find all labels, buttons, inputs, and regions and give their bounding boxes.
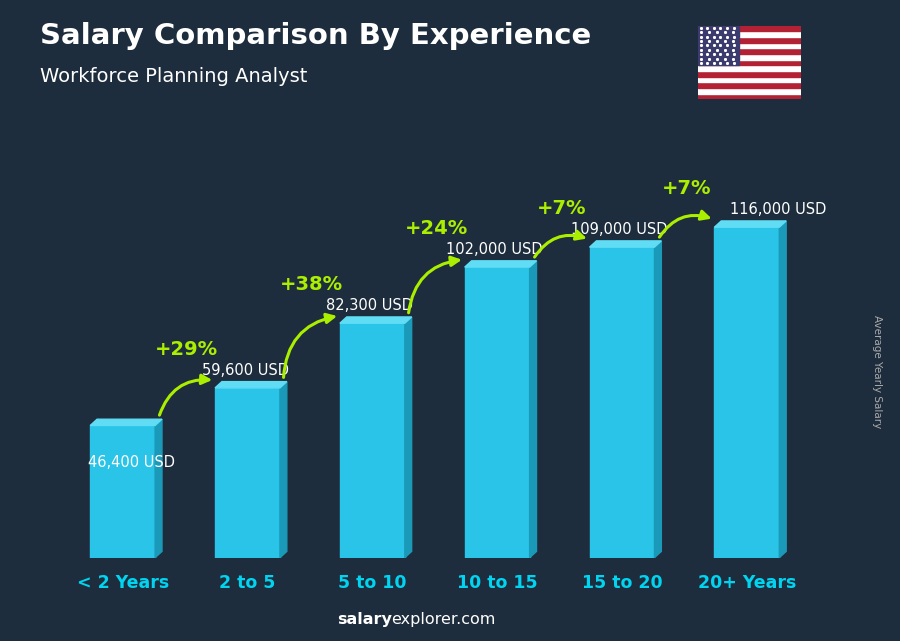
Bar (590, 247, 654, 558)
Polygon shape (654, 241, 662, 558)
Polygon shape (340, 317, 411, 323)
Polygon shape (280, 381, 287, 558)
Text: +38%: +38% (280, 276, 343, 294)
Text: salary: salary (337, 612, 392, 627)
Bar (340, 323, 405, 558)
Bar (698, 26, 801, 31)
Bar (215, 388, 280, 558)
Polygon shape (405, 317, 411, 558)
Polygon shape (529, 261, 536, 558)
Text: Workforce Planning Analyst: Workforce Planning Analyst (40, 67, 308, 87)
Text: Salary Comparison By Experience: Salary Comparison By Experience (40, 22, 592, 51)
Bar (698, 43, 801, 48)
Bar (698, 31, 801, 37)
Text: +24%: +24% (405, 219, 468, 238)
Bar (698, 48, 801, 54)
Bar (698, 88, 801, 94)
Text: 102,000 USD: 102,000 USD (446, 242, 543, 257)
Bar (698, 60, 801, 65)
Text: +7%: +7% (662, 179, 711, 198)
Bar (698, 37, 801, 43)
Bar (90, 426, 155, 558)
Bar (698, 54, 801, 60)
Polygon shape (779, 221, 787, 558)
Bar (698, 26, 739, 65)
Polygon shape (155, 419, 162, 558)
Bar (715, 227, 779, 558)
Polygon shape (90, 419, 162, 426)
Text: 46,400 USD: 46,400 USD (87, 455, 175, 470)
Bar (698, 94, 801, 99)
Bar (698, 65, 801, 71)
Polygon shape (590, 241, 662, 247)
Text: 59,600 USD: 59,600 USD (202, 363, 289, 378)
Text: 109,000 USD: 109,000 USD (572, 222, 668, 237)
Polygon shape (215, 381, 287, 388)
Text: explorer.com: explorer.com (392, 612, 496, 627)
Polygon shape (464, 261, 536, 267)
Text: 116,000 USD: 116,000 USD (730, 202, 826, 217)
Text: 82,300 USD: 82,300 USD (327, 298, 413, 313)
Bar (464, 267, 529, 558)
Bar (698, 82, 801, 88)
Bar (698, 77, 801, 82)
Text: +7%: +7% (536, 199, 586, 219)
Text: Average Yearly Salary: Average Yearly Salary (872, 315, 883, 428)
Polygon shape (715, 221, 787, 227)
Text: +29%: +29% (155, 340, 219, 359)
Bar (698, 71, 801, 77)
